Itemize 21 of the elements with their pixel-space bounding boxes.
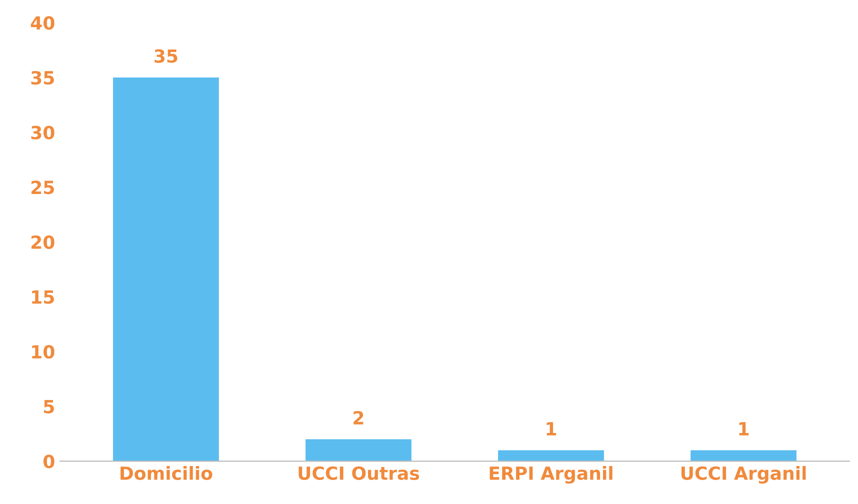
bar: [690, 450, 796, 462]
y-tick-label: 0: [44, 454, 54, 468]
data-label: 1: [546, 422, 556, 436]
x-tick-label: ERPI Arganil: [490, 466, 612, 484]
y-tick-label: 15: [32, 290, 54, 304]
data-label: 2: [354, 410, 364, 424]
x-tick-label: UCCI Outras: [298, 466, 420, 480]
x-tick-label: Domicilio: [120, 466, 212, 480]
y-tick-label: 5: [44, 400, 54, 414]
bar: [306, 439, 412, 462]
y-tick-label: 30: [31, 126, 54, 140]
bar: [113, 77, 219, 462]
y-tick-label: 35: [31, 70, 54, 85]
x-tick-label: UCCI Arganil: [681, 466, 806, 484]
y-tick-label: 20: [32, 235, 54, 250]
y-tick-label: 25: [32, 180, 54, 194]
data-label: 35: [154, 49, 178, 63]
bar: [498, 450, 604, 462]
y-tick-label: 40: [30, 16, 54, 30]
data-label: 1: [739, 422, 749, 436]
y-tick-label: 10: [32, 345, 54, 359]
